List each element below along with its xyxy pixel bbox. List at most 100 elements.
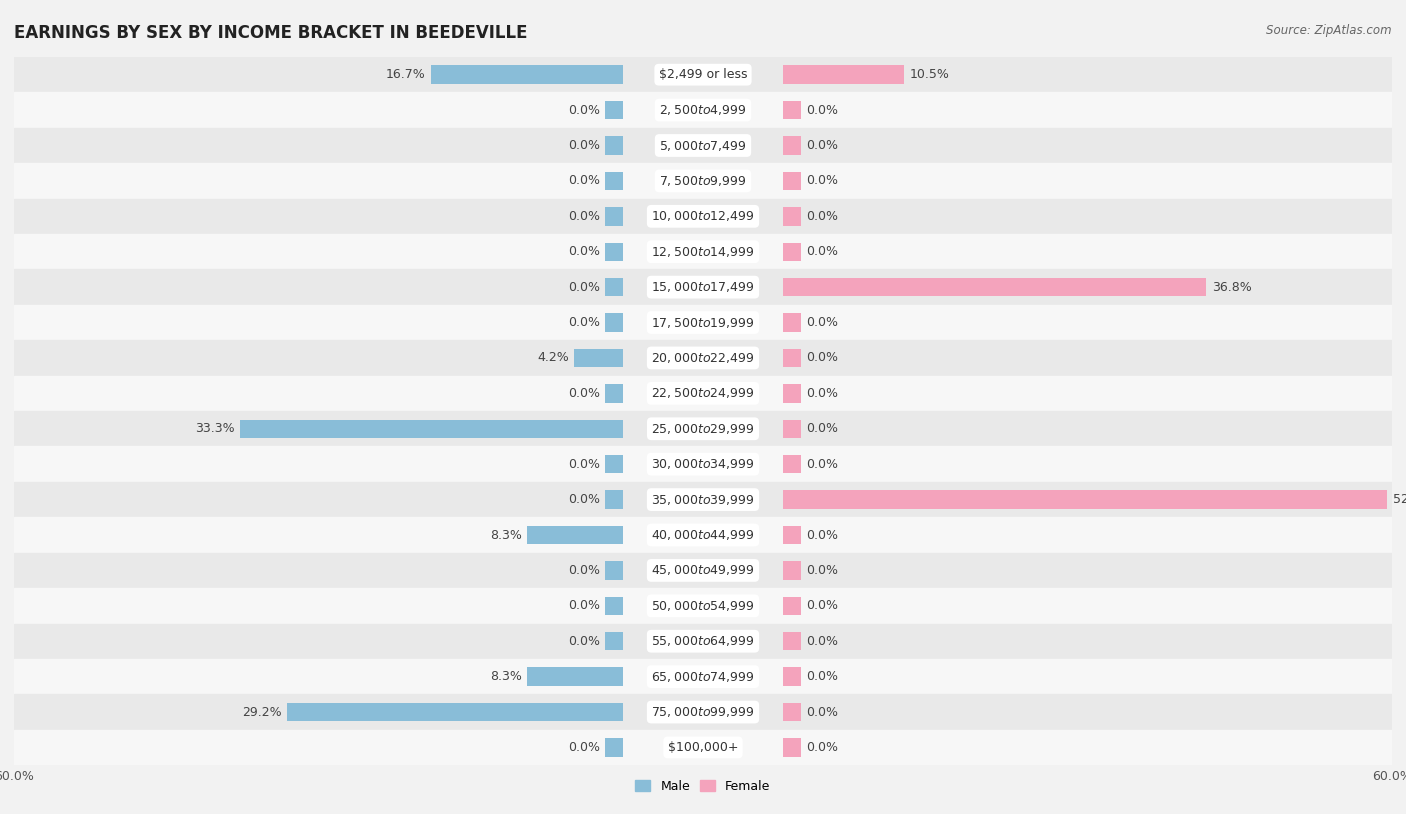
Bar [14, 730, 1392, 765]
Text: 0.0%: 0.0% [807, 387, 838, 400]
Text: 0.0%: 0.0% [568, 245, 599, 258]
Text: 0.0%: 0.0% [807, 599, 838, 612]
Bar [783, 243, 800, 261]
Bar [14, 128, 1392, 163]
Bar [527, 526, 623, 545]
Bar [783, 526, 800, 545]
Text: 0.0%: 0.0% [807, 528, 838, 541]
Bar [14, 234, 1392, 269]
Text: 0.0%: 0.0% [807, 564, 838, 577]
Text: $50,000 to $54,999: $50,000 to $54,999 [651, 599, 755, 613]
Bar [606, 243, 623, 261]
Text: $45,000 to $49,999: $45,000 to $49,999 [651, 563, 755, 577]
Text: 0.0%: 0.0% [807, 741, 838, 754]
Text: 0.0%: 0.0% [568, 210, 599, 223]
Text: 36.8%: 36.8% [1212, 281, 1251, 294]
Bar [606, 278, 623, 296]
Text: $65,000 to $74,999: $65,000 to $74,999 [651, 670, 755, 684]
Text: 0.0%: 0.0% [568, 457, 599, 470]
Bar [783, 702, 800, 721]
Bar [14, 659, 1392, 694]
Text: 0.0%: 0.0% [807, 670, 838, 683]
Bar [14, 446, 1392, 482]
Text: $20,000 to $22,499: $20,000 to $22,499 [651, 351, 755, 365]
Text: $100,000+: $100,000+ [668, 741, 738, 754]
Text: 0.0%: 0.0% [807, 422, 838, 435]
Text: $2,500 to $4,999: $2,500 to $4,999 [659, 103, 747, 117]
Bar [14, 553, 1392, 588]
Text: 0.0%: 0.0% [807, 316, 838, 329]
Text: 0.0%: 0.0% [807, 635, 838, 648]
Text: 0.0%: 0.0% [568, 564, 599, 577]
Text: $2,499 or less: $2,499 or less [659, 68, 747, 81]
Bar [14, 304, 1392, 340]
Text: $55,000 to $64,999: $55,000 to $64,999 [651, 634, 755, 648]
Text: 10.5%: 10.5% [910, 68, 949, 81]
Text: 0.0%: 0.0% [568, 635, 599, 648]
Bar [606, 490, 623, 509]
Bar [14, 340, 1392, 375]
Bar [14, 624, 1392, 659]
Text: 0.0%: 0.0% [807, 174, 838, 187]
Bar [14, 482, 1392, 518]
Text: 0.0%: 0.0% [568, 103, 599, 116]
Text: 0.0%: 0.0% [807, 352, 838, 365]
Text: $30,000 to $34,999: $30,000 to $34,999 [651, 457, 755, 471]
Bar [783, 738, 800, 757]
Bar [783, 384, 800, 403]
Bar [783, 278, 1206, 296]
Text: 0.0%: 0.0% [807, 706, 838, 719]
Bar [14, 518, 1392, 553]
Bar [240, 419, 623, 438]
Text: 29.2%: 29.2% [242, 706, 281, 719]
Bar [575, 348, 623, 367]
Bar [14, 375, 1392, 411]
Text: $22,500 to $24,999: $22,500 to $24,999 [651, 387, 755, 400]
Legend: Male, Female: Male, Female [630, 775, 776, 798]
Text: 33.3%: 33.3% [195, 422, 235, 435]
Bar [606, 597, 623, 615]
Text: 0.0%: 0.0% [568, 387, 599, 400]
Text: 0.0%: 0.0% [807, 210, 838, 223]
Bar [783, 136, 800, 155]
Bar [606, 561, 623, 580]
Bar [14, 588, 1392, 624]
Text: 0.0%: 0.0% [807, 245, 838, 258]
Bar [783, 207, 800, 225]
Bar [287, 702, 623, 721]
Bar [430, 65, 623, 84]
Text: 0.0%: 0.0% [807, 457, 838, 470]
Bar [783, 597, 800, 615]
Text: 0.0%: 0.0% [568, 741, 599, 754]
Text: 0.0%: 0.0% [568, 316, 599, 329]
Bar [783, 419, 800, 438]
Text: Source: ZipAtlas.com: Source: ZipAtlas.com [1267, 24, 1392, 37]
Bar [783, 313, 800, 332]
Text: EARNINGS BY SEX BY INCOME BRACKET IN BEEDEVILLE: EARNINGS BY SEX BY INCOME BRACKET IN BEE… [14, 24, 527, 42]
Bar [14, 92, 1392, 128]
Text: $35,000 to $39,999: $35,000 to $39,999 [651, 492, 755, 506]
Bar [606, 384, 623, 403]
Text: 0.0%: 0.0% [568, 599, 599, 612]
Text: 0.0%: 0.0% [568, 493, 599, 506]
Bar [14, 411, 1392, 446]
Text: 8.3%: 8.3% [489, 670, 522, 683]
Bar [14, 694, 1392, 730]
Text: $75,000 to $99,999: $75,000 to $99,999 [651, 705, 755, 719]
Text: 16.7%: 16.7% [385, 68, 425, 81]
Bar [783, 455, 800, 474]
Text: 0.0%: 0.0% [568, 174, 599, 187]
Bar [783, 667, 800, 686]
Text: 0.0%: 0.0% [568, 281, 599, 294]
Bar [14, 269, 1392, 304]
Text: $40,000 to $44,999: $40,000 to $44,999 [651, 528, 755, 542]
Bar [783, 348, 800, 367]
Bar [14, 57, 1392, 92]
Text: 0.0%: 0.0% [568, 139, 599, 152]
Text: 8.3%: 8.3% [489, 528, 522, 541]
Text: 52.6%: 52.6% [1393, 493, 1406, 506]
Bar [14, 199, 1392, 234]
Bar [606, 632, 623, 650]
Bar [606, 172, 623, 190]
Text: $7,500 to $9,999: $7,500 to $9,999 [659, 174, 747, 188]
